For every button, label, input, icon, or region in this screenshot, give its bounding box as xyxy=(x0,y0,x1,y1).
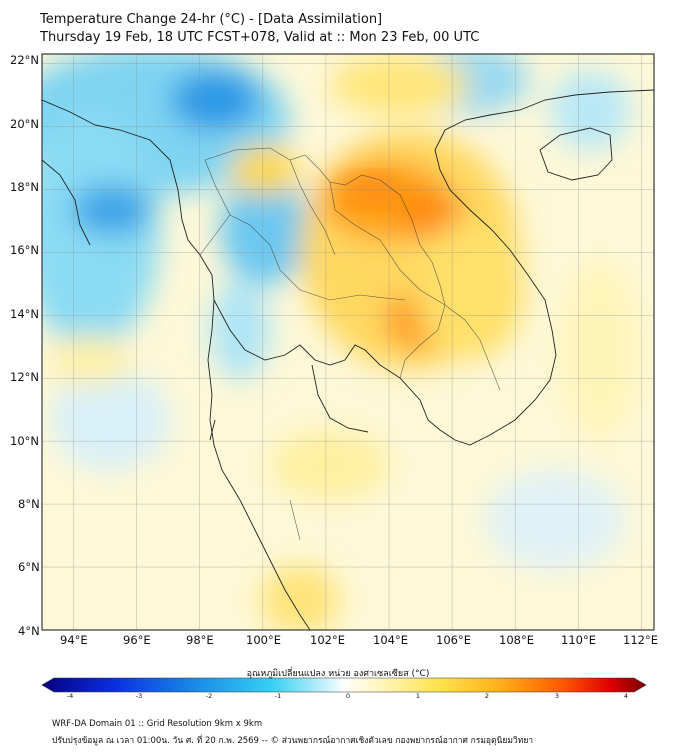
lat-label: 8°N xyxy=(18,497,40,511)
footer-model-info: WRF-DA Domain 01 :: Grid Resolution 9km … xyxy=(52,719,263,729)
lat-label: 4°N xyxy=(18,624,40,638)
colorbar-tick: -4 xyxy=(66,692,74,700)
lon-label: 102°E xyxy=(310,633,345,647)
map-frame xyxy=(41,53,655,631)
lat-label: 20°N xyxy=(10,117,39,131)
lat-label: 6°N xyxy=(18,560,40,574)
colorbar-tick: 2 xyxy=(484,692,490,700)
lon-label: 112°E xyxy=(623,633,658,647)
temperature-field xyxy=(42,54,654,630)
lon-label: 108°E xyxy=(499,633,534,647)
lon-label: 100°E xyxy=(246,633,281,647)
colorbar-tick: 1 xyxy=(415,692,421,700)
lon-label: 98°E xyxy=(186,633,214,647)
lat-label: 10°N xyxy=(10,434,39,448)
colorbar-tick: 0 xyxy=(345,692,351,700)
colorbar-tick: -3 xyxy=(135,692,143,700)
footer-credits: ปรับปรุงข้อมูล ณ เวลา 01:00น. วัน ศ. ที่… xyxy=(52,736,534,746)
colorbar-tick: -1 xyxy=(274,692,282,700)
lat-label: 16°N xyxy=(10,243,39,257)
colorbar xyxy=(41,677,647,693)
lon-label: 96°E xyxy=(123,633,151,647)
chart-title: Temperature Change 24-hr (°C) - [Data As… xyxy=(40,12,383,27)
lon-label: 104°E xyxy=(373,633,408,647)
lat-label: 12°N xyxy=(10,370,39,384)
colorbar-label: อุณหภูมิเปลี่ยนแปลง หน่วย องศาเซลเซียส (… xyxy=(246,669,430,679)
lat-label: 22°N xyxy=(10,53,39,67)
colorbar-tick: 4 xyxy=(623,692,629,700)
coastlines xyxy=(42,89,654,630)
colorbar-tick: 3 xyxy=(554,692,560,700)
chart-subtitle: Thursday 19 Feb, 18 UTC FCST+078, Valid … xyxy=(40,30,480,45)
graticule xyxy=(42,54,654,631)
lon-label: 94°E xyxy=(60,633,88,647)
lon-label: 110°E xyxy=(561,633,596,647)
country-borders xyxy=(199,147,501,541)
lat-label: 14°N xyxy=(10,307,39,321)
colorbar-tick: -2 xyxy=(205,692,213,700)
lat-label: 18°N xyxy=(10,180,39,194)
lon-label: 106°E xyxy=(436,633,471,647)
